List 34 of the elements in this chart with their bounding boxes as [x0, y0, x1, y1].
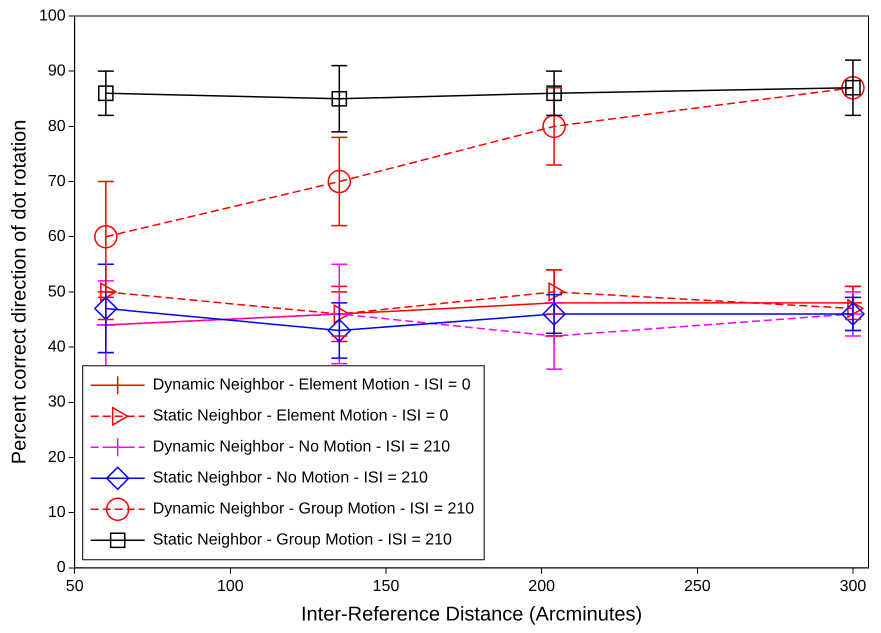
x-tick-label: 200: [528, 578, 556, 595]
y-tick-label: 20: [48, 448, 66, 466]
y-tick-label: 60: [48, 228, 66, 246]
x-axis-title: Inter-Reference Distance (Arcminutes): [300, 604, 642, 626]
y-tick-label: 50: [48, 283, 66, 300]
point: [328, 170, 352, 194]
legend-label: Static Neighbor - Element Motion - ISI = 0: [152, 408, 448, 425]
x-tick-label: 150: [372, 578, 400, 595]
point: [542, 114, 566, 138]
point: [841, 76, 865, 100]
legend-label: Static Neighbor - Group Motion - ISI = 210: [152, 532, 452, 549]
y-tick-label: 10: [48, 504, 66, 522]
legend-label: Dynamic Neighbor - No Motion - ISI = 210: [152, 438, 450, 456]
y-axis-title: Percent correct direction of dot rotation: [8, 120, 31, 464]
y-tick-label: 40: [48, 338, 66, 356]
y-tick-label: 30: [48, 394, 66, 411]
x-tick-label: 100: [216, 578, 244, 595]
point: [98, 85, 114, 102]
y-tick-label: 100: [38, 7, 66, 24]
y-tick-label: 80: [48, 118, 66, 135]
y-tick-label: 0: [56, 559, 66, 576]
x-tick-label: 250: [684, 578, 711, 595]
point: [546, 85, 562, 102]
legend-label: Dynamic Neighbor - Element Motion - ISI = 0: [152, 376, 471, 394]
point: [331, 90, 348, 107]
legend-label: Static Neighbor - No Motion - ISI = 210: [152, 470, 428, 487]
x-tick-label: 300: [840, 578, 866, 595]
point: [542, 302, 566, 326]
x-tick-label: 50: [66, 578, 84, 595]
legend-label: Dynamic Neighbor - Group Motion - ISI = 210: [152, 500, 474, 518]
point: [328, 318, 352, 342]
y-tick-label: 90: [48, 62, 66, 80]
point: [94, 224, 118, 248]
y-tick-label: 70: [48, 172, 66, 190]
